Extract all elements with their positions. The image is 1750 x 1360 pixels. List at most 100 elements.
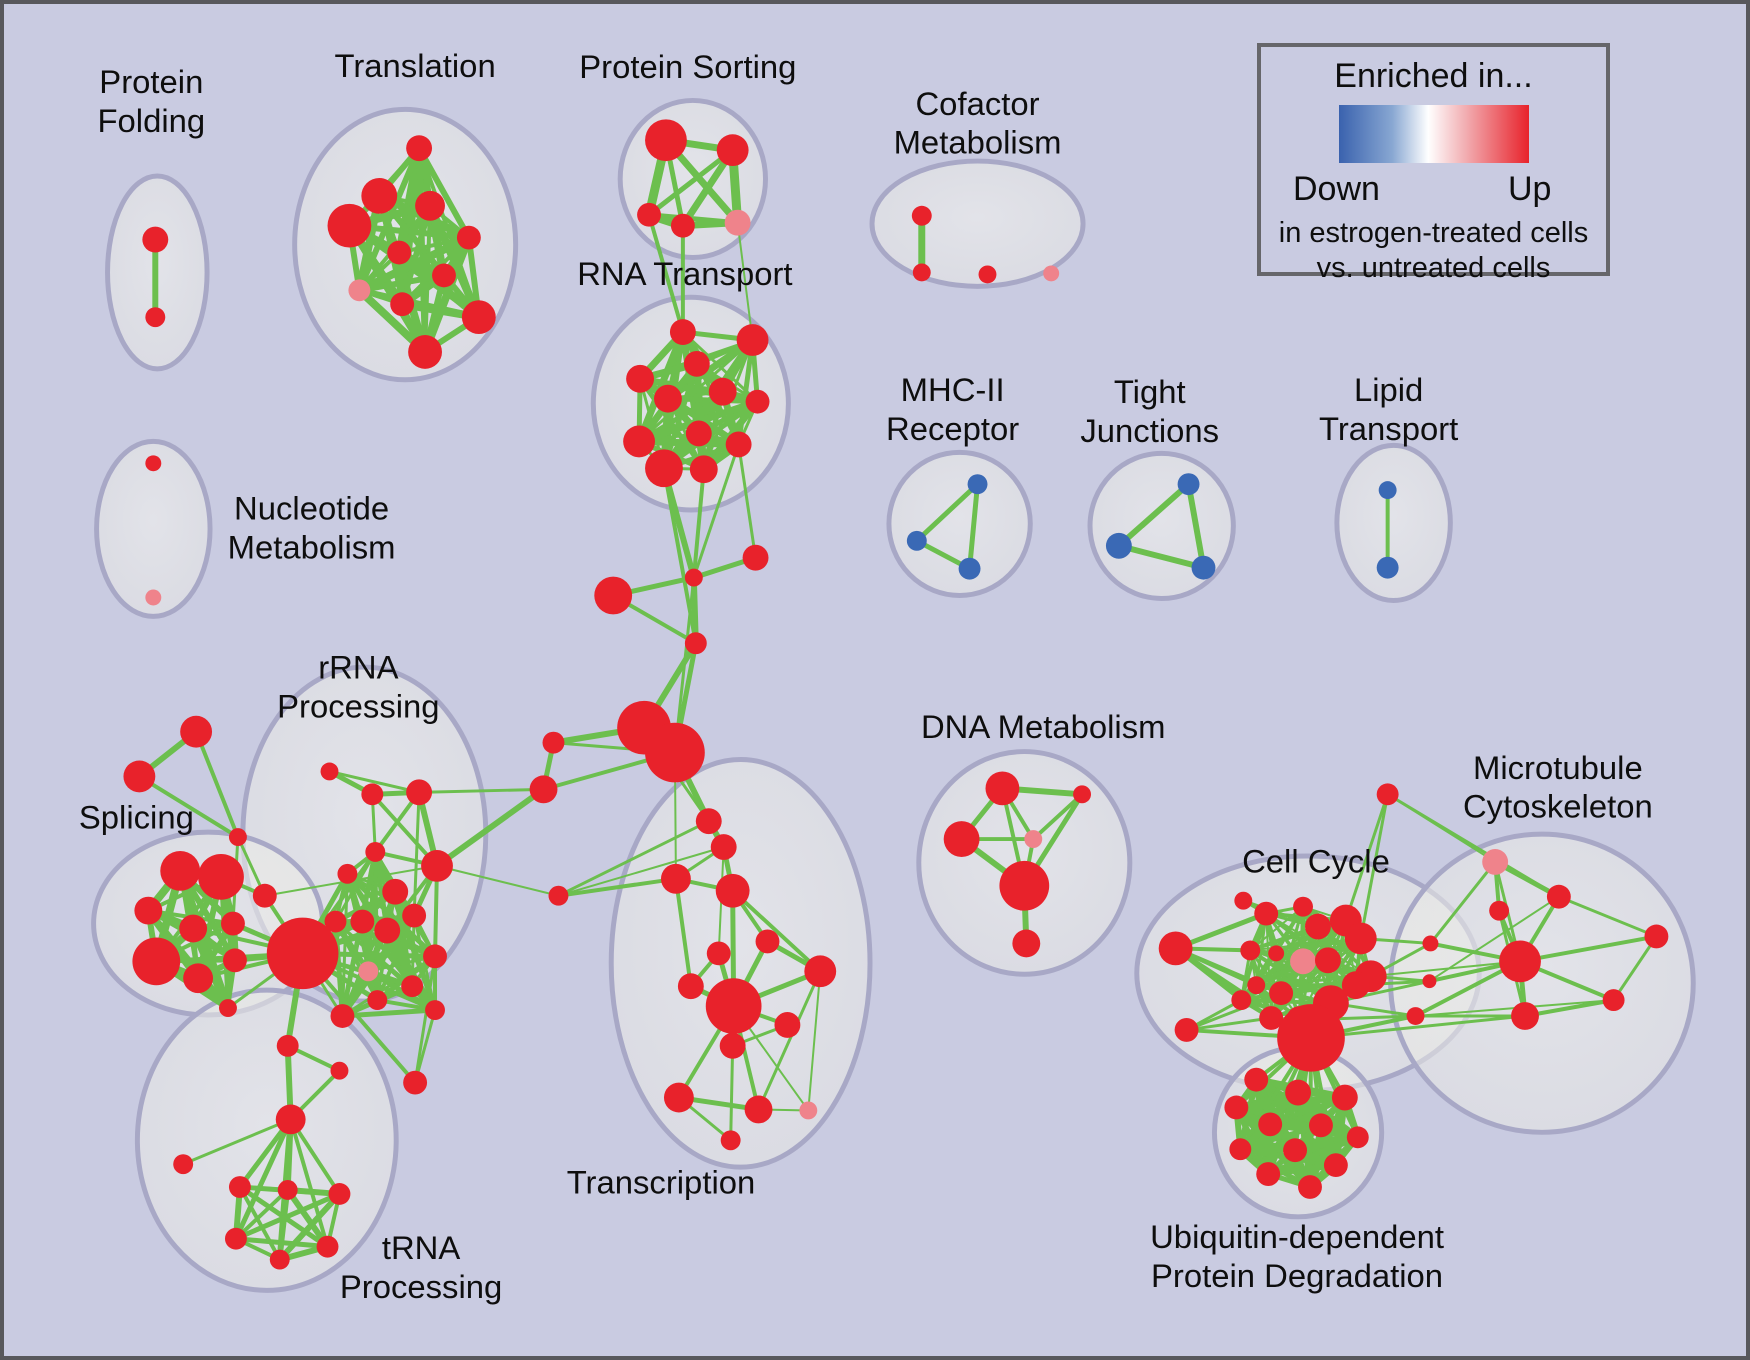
edge xyxy=(233,1187,290,1241)
gene-set-node-153 xyxy=(1309,1113,1333,1138)
gene-set-node-47 xyxy=(684,632,707,655)
edge xyxy=(434,786,547,869)
gene-set-node-95 xyxy=(695,808,722,835)
cluster-label-rrna-processing: Processing xyxy=(277,687,439,724)
edge xyxy=(277,1187,291,1263)
edge xyxy=(276,1190,343,1263)
edge xyxy=(557,846,725,897)
edge xyxy=(233,1116,294,1242)
edge xyxy=(1359,792,1390,940)
cluster-label-nucleotide-metabolism: Nucleotide xyxy=(234,490,389,527)
cluster-label-microtubule-cytoskeleton: Microtubule xyxy=(1473,749,1643,786)
gene-set-node-127 xyxy=(1247,976,1266,995)
cluster-label-transcription: Transcription xyxy=(567,1164,756,1201)
edge xyxy=(1428,860,1497,945)
gene-set-node-51 xyxy=(529,775,558,804)
gene-set-node-143 xyxy=(1499,940,1541,983)
gene-set-node-137 xyxy=(1422,974,1437,989)
edge xyxy=(1523,998,1616,1018)
edge xyxy=(1185,1016,1273,1032)
edge xyxy=(692,442,741,580)
gene-set-node-117 xyxy=(1254,901,1279,926)
gene-set-node-116 xyxy=(1158,931,1193,966)
gene-set-node-103 xyxy=(804,955,837,988)
gene-set-node-36 xyxy=(654,384,682,413)
gene-set-node-25 xyxy=(1177,473,1200,496)
gene-set-node-20 xyxy=(978,265,997,284)
gene-set-node-76 xyxy=(423,944,447,969)
gene-set-node-139 xyxy=(1234,891,1253,910)
gene-set-node-144 xyxy=(1511,1002,1539,1030)
gene-set-node-145 xyxy=(1602,989,1625,1012)
legend-box: Enriched in... Down Up in estrogen-treat… xyxy=(1257,43,1610,284)
cluster-label-nucleotide-metabolism: Metabolism xyxy=(228,528,396,565)
edge xyxy=(233,1236,331,1250)
cluster-label-dna-metabolism: DNA Metabolism xyxy=(921,708,1166,745)
gene-set-node-65 xyxy=(320,762,339,781)
gene-set-node-115 xyxy=(1012,929,1041,958)
cluster-label-mhc-ii-receptor: Receptor xyxy=(886,410,1019,447)
legend-title: Enriched in... xyxy=(1334,57,1533,95)
gene-set-node-78 xyxy=(401,975,424,998)
gene-set-node-49 xyxy=(645,722,705,783)
edge xyxy=(413,954,437,1085)
edge xyxy=(1518,934,1659,964)
gene-set-node-28 xyxy=(1378,481,1397,500)
cluster-ellipse-nucleotide-metabolism xyxy=(94,438,213,619)
edge xyxy=(288,1117,330,1249)
gene-set-node-151 xyxy=(1224,1095,1249,1120)
gene-set-node-114 xyxy=(999,860,1050,911)
gene-set-node-102 xyxy=(705,978,762,1034)
gene-set-node-79 xyxy=(367,990,388,1011)
gene-set-node-9 xyxy=(348,279,371,302)
gene-set-node-14 xyxy=(716,134,749,167)
cluster-label-cell-cycle: Cell Cycle xyxy=(1242,842,1390,879)
gene-set-node-136 xyxy=(1422,935,1439,952)
edge xyxy=(1386,793,1497,863)
gene-set-node-42 xyxy=(645,449,683,488)
gene-set-node-3 xyxy=(361,177,398,214)
edge xyxy=(412,790,421,918)
gene-set-node-152 xyxy=(1258,1112,1283,1137)
edge xyxy=(1557,895,1658,938)
gene-set-node-45 xyxy=(742,544,769,571)
gene-set-node-11 xyxy=(461,300,496,335)
edge xyxy=(194,729,240,840)
edge xyxy=(436,864,560,897)
gene-set-node-73 xyxy=(350,909,375,934)
gene-set-node-118 xyxy=(1293,896,1313,917)
edge xyxy=(967,481,981,572)
edge xyxy=(1309,1014,1527,1040)
gene-set-node-109 xyxy=(720,1130,741,1151)
gene-set-node-132 xyxy=(1259,1006,1284,1030)
edge xyxy=(1031,792,1085,842)
gene-set-node-157 xyxy=(1323,1153,1348,1178)
gene-set-node-43 xyxy=(689,455,718,484)
gene-set-node-120 xyxy=(1305,913,1331,940)
gene-set-node-150 xyxy=(1331,1084,1358,1111)
gene-set-node-63 xyxy=(219,999,237,1018)
cluster-label-lipid-transport: Lipid xyxy=(1354,371,1423,408)
gene-set-node-58 xyxy=(179,914,208,943)
gene-set-node-8 xyxy=(432,263,456,288)
gene-set-node-159 xyxy=(1298,1175,1322,1199)
gene-set-node-106 xyxy=(663,1082,694,1113)
gene-set-node-97 xyxy=(660,863,691,894)
gene-set-node-146 xyxy=(1644,924,1669,949)
gene-set-node-107 xyxy=(744,1095,773,1124)
gene-set-node-26 xyxy=(1105,532,1132,559)
gene-set-node-81 xyxy=(425,1000,445,1020)
gene-set-node-94 xyxy=(316,1235,339,1258)
gene-set-node-68 xyxy=(365,842,386,862)
gene-set-node-82 xyxy=(266,917,339,990)
gene-set-node-39 xyxy=(685,420,712,447)
gene-set-node-22 xyxy=(967,474,988,495)
edge xyxy=(635,437,743,448)
gene-set-node-123 xyxy=(1268,945,1285,962)
gene-set-node-100 xyxy=(755,929,780,954)
edge xyxy=(328,769,421,794)
gene-set-node-53 xyxy=(123,760,156,793)
cluster-label-microtubule-cytoskeleton: Cytoskeleton xyxy=(1463,788,1653,825)
